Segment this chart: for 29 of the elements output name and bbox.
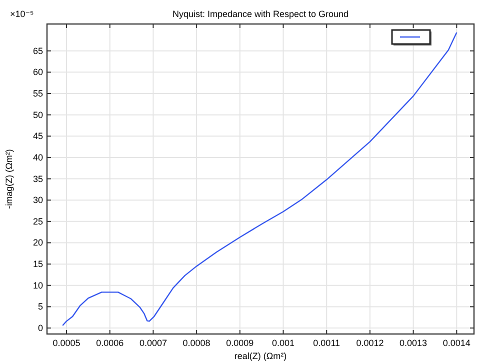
y-tick-label: 30 <box>32 195 43 206</box>
x-tick-label: 0.0009 <box>226 338 254 348</box>
x-tick-label: 0.0006 <box>96 338 124 348</box>
y-tick-label: 5 <box>38 302 43 312</box>
x-tick-label: 0.0005 <box>52 338 80 348</box>
y-axis-title: -imag(Z) (Ωm²) <box>4 149 14 209</box>
line-series <box>62 32 458 326</box>
text: ×10⁻⁵ <box>10 9 34 19</box>
y-tick-label: 10 <box>32 280 43 290</box>
y-tick-label: 65 <box>32 46 43 56</box>
y-tick-label: 50 <box>32 110 43 120</box>
x-tick-label: 0.0014 <box>442 338 470 348</box>
x-tick-label: 0.0013 <box>400 338 428 348</box>
x-tick-label: 0.001 <box>272 338 295 348</box>
y-tick-label: 40 <box>32 152 43 162</box>
y-tick-label: 25 <box>32 216 43 226</box>
x-tick-label: 0.0008 <box>182 338 210 348</box>
y-tick-label: 60 <box>32 67 43 78</box>
y-tick-label: 20 <box>32 238 43 248</box>
chart-title: Nyquist: Impedance with Respect to Ground <box>172 9 349 19</box>
y-tick-label: 35 <box>32 174 43 184</box>
y-tick-label: 15 <box>32 259 43 270</box>
y-tick-label: 0 <box>38 323 43 334</box>
x-axis-title: real(Z) (Ωm²) <box>234 351 287 361</box>
x-tick-label: 0.0012 <box>356 338 384 348</box>
y-tick-label: 55 <box>32 88 43 99</box>
y-tick-label: 45 <box>32 131 43 142</box>
x-tick-label: 0.0007 <box>139 338 167 348</box>
x-tick-label: 0.0011 <box>313 338 340 348</box>
